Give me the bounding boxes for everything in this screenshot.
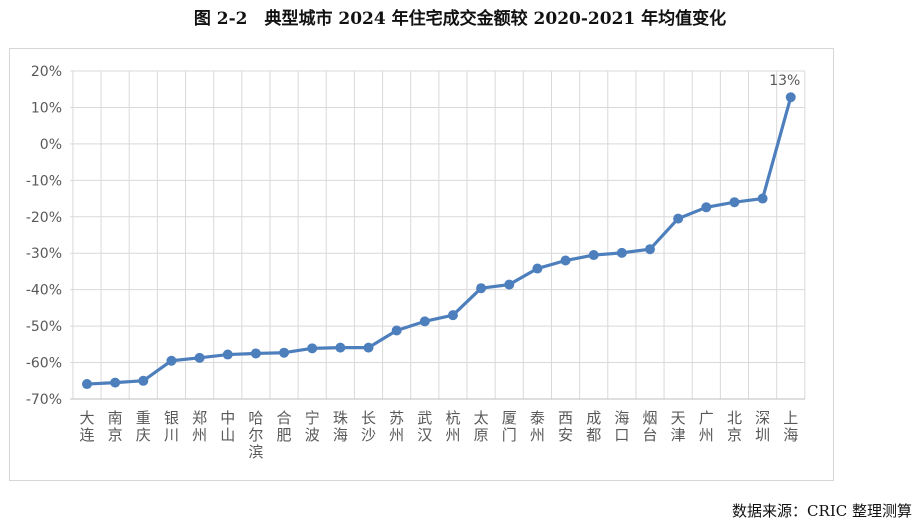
data-point xyxy=(701,202,712,213)
x-tick-label: 宁波 xyxy=(305,409,320,444)
x-tick-label: 太原 xyxy=(474,409,489,444)
data-point xyxy=(616,247,627,258)
x-tick-label: 哈尔滨 xyxy=(248,409,263,461)
x-tick-label: 深圳 xyxy=(755,409,770,444)
x-tick-label: 长沙 xyxy=(361,409,376,444)
data-point xyxy=(729,197,740,208)
y-tick-label: 0% xyxy=(40,137,62,153)
data-point xyxy=(307,343,318,354)
x-tick-label: 厦门 xyxy=(502,409,517,444)
data-point xyxy=(447,310,458,321)
data-point xyxy=(222,349,233,360)
y-tick-label: -20% xyxy=(26,210,62,226)
x-tick-label: 郑州 xyxy=(192,409,207,444)
data-point xyxy=(785,92,796,103)
y-tick-label: 20% xyxy=(31,64,62,80)
source-note: 数据来源：CRIC 整理测算 xyxy=(732,502,912,520)
x-tick-label: 中山 xyxy=(220,409,235,444)
data-point xyxy=(194,352,205,363)
data-point xyxy=(82,379,92,390)
x-tick-label: 西安 xyxy=(558,409,573,444)
x-tick-label: 烟台 xyxy=(642,409,657,444)
data-point xyxy=(335,342,346,353)
x-tick-label: 天津 xyxy=(671,409,686,444)
x-tick-label: 成都 xyxy=(586,409,601,444)
data-point xyxy=(476,283,487,294)
y-tick-label: -60% xyxy=(26,356,62,372)
y-tick-label: -30% xyxy=(26,246,62,262)
data-point xyxy=(110,377,121,388)
x-tick-label: 合肥 xyxy=(277,409,292,444)
data-point xyxy=(645,244,655,255)
x-tick-label: 珠海 xyxy=(333,409,348,444)
data-point xyxy=(588,250,599,261)
data-point xyxy=(532,263,543,274)
data-point xyxy=(166,355,177,366)
data-label: 13% xyxy=(769,73,800,89)
x-tick-label: 上海 xyxy=(783,409,798,444)
y-tick-label: 10% xyxy=(31,100,62,116)
data-point xyxy=(363,342,374,353)
data-point xyxy=(757,193,768,204)
chart-frame xyxy=(9,48,834,481)
data-point xyxy=(138,375,149,386)
data-point xyxy=(560,255,571,266)
x-tick-label: 苏州 xyxy=(389,409,404,444)
x-tick-label: 武汉 xyxy=(417,409,432,444)
x-tick-label: 重庆 xyxy=(136,409,151,444)
y-tick-label: -40% xyxy=(26,283,62,299)
chart-title: 图 2-2 典型城市 2024 年住宅成交金额较 2020-2021 年均值变化 xyxy=(193,9,727,29)
x-tick-label: 南京 xyxy=(108,409,123,444)
data-point xyxy=(504,279,515,290)
x-tick-label: 大连 xyxy=(79,409,94,444)
data-point xyxy=(250,348,261,359)
x-tick-label: 广州 xyxy=(699,409,714,444)
x-tick-label: 北京 xyxy=(727,409,742,444)
data-point xyxy=(391,325,402,336)
y-tick-label: -70% xyxy=(26,392,62,408)
x-tick-label: 杭州 xyxy=(445,409,460,444)
y-tick-label: -50% xyxy=(26,319,62,335)
y-tick-label: -10% xyxy=(26,173,62,189)
x-tick-label: 海口 xyxy=(614,409,629,444)
data-point xyxy=(279,347,290,358)
x-tick-label: 银川 xyxy=(164,409,179,444)
x-tick-label: 泰州 xyxy=(530,409,545,444)
data-point xyxy=(419,316,430,327)
data-point xyxy=(673,213,684,224)
